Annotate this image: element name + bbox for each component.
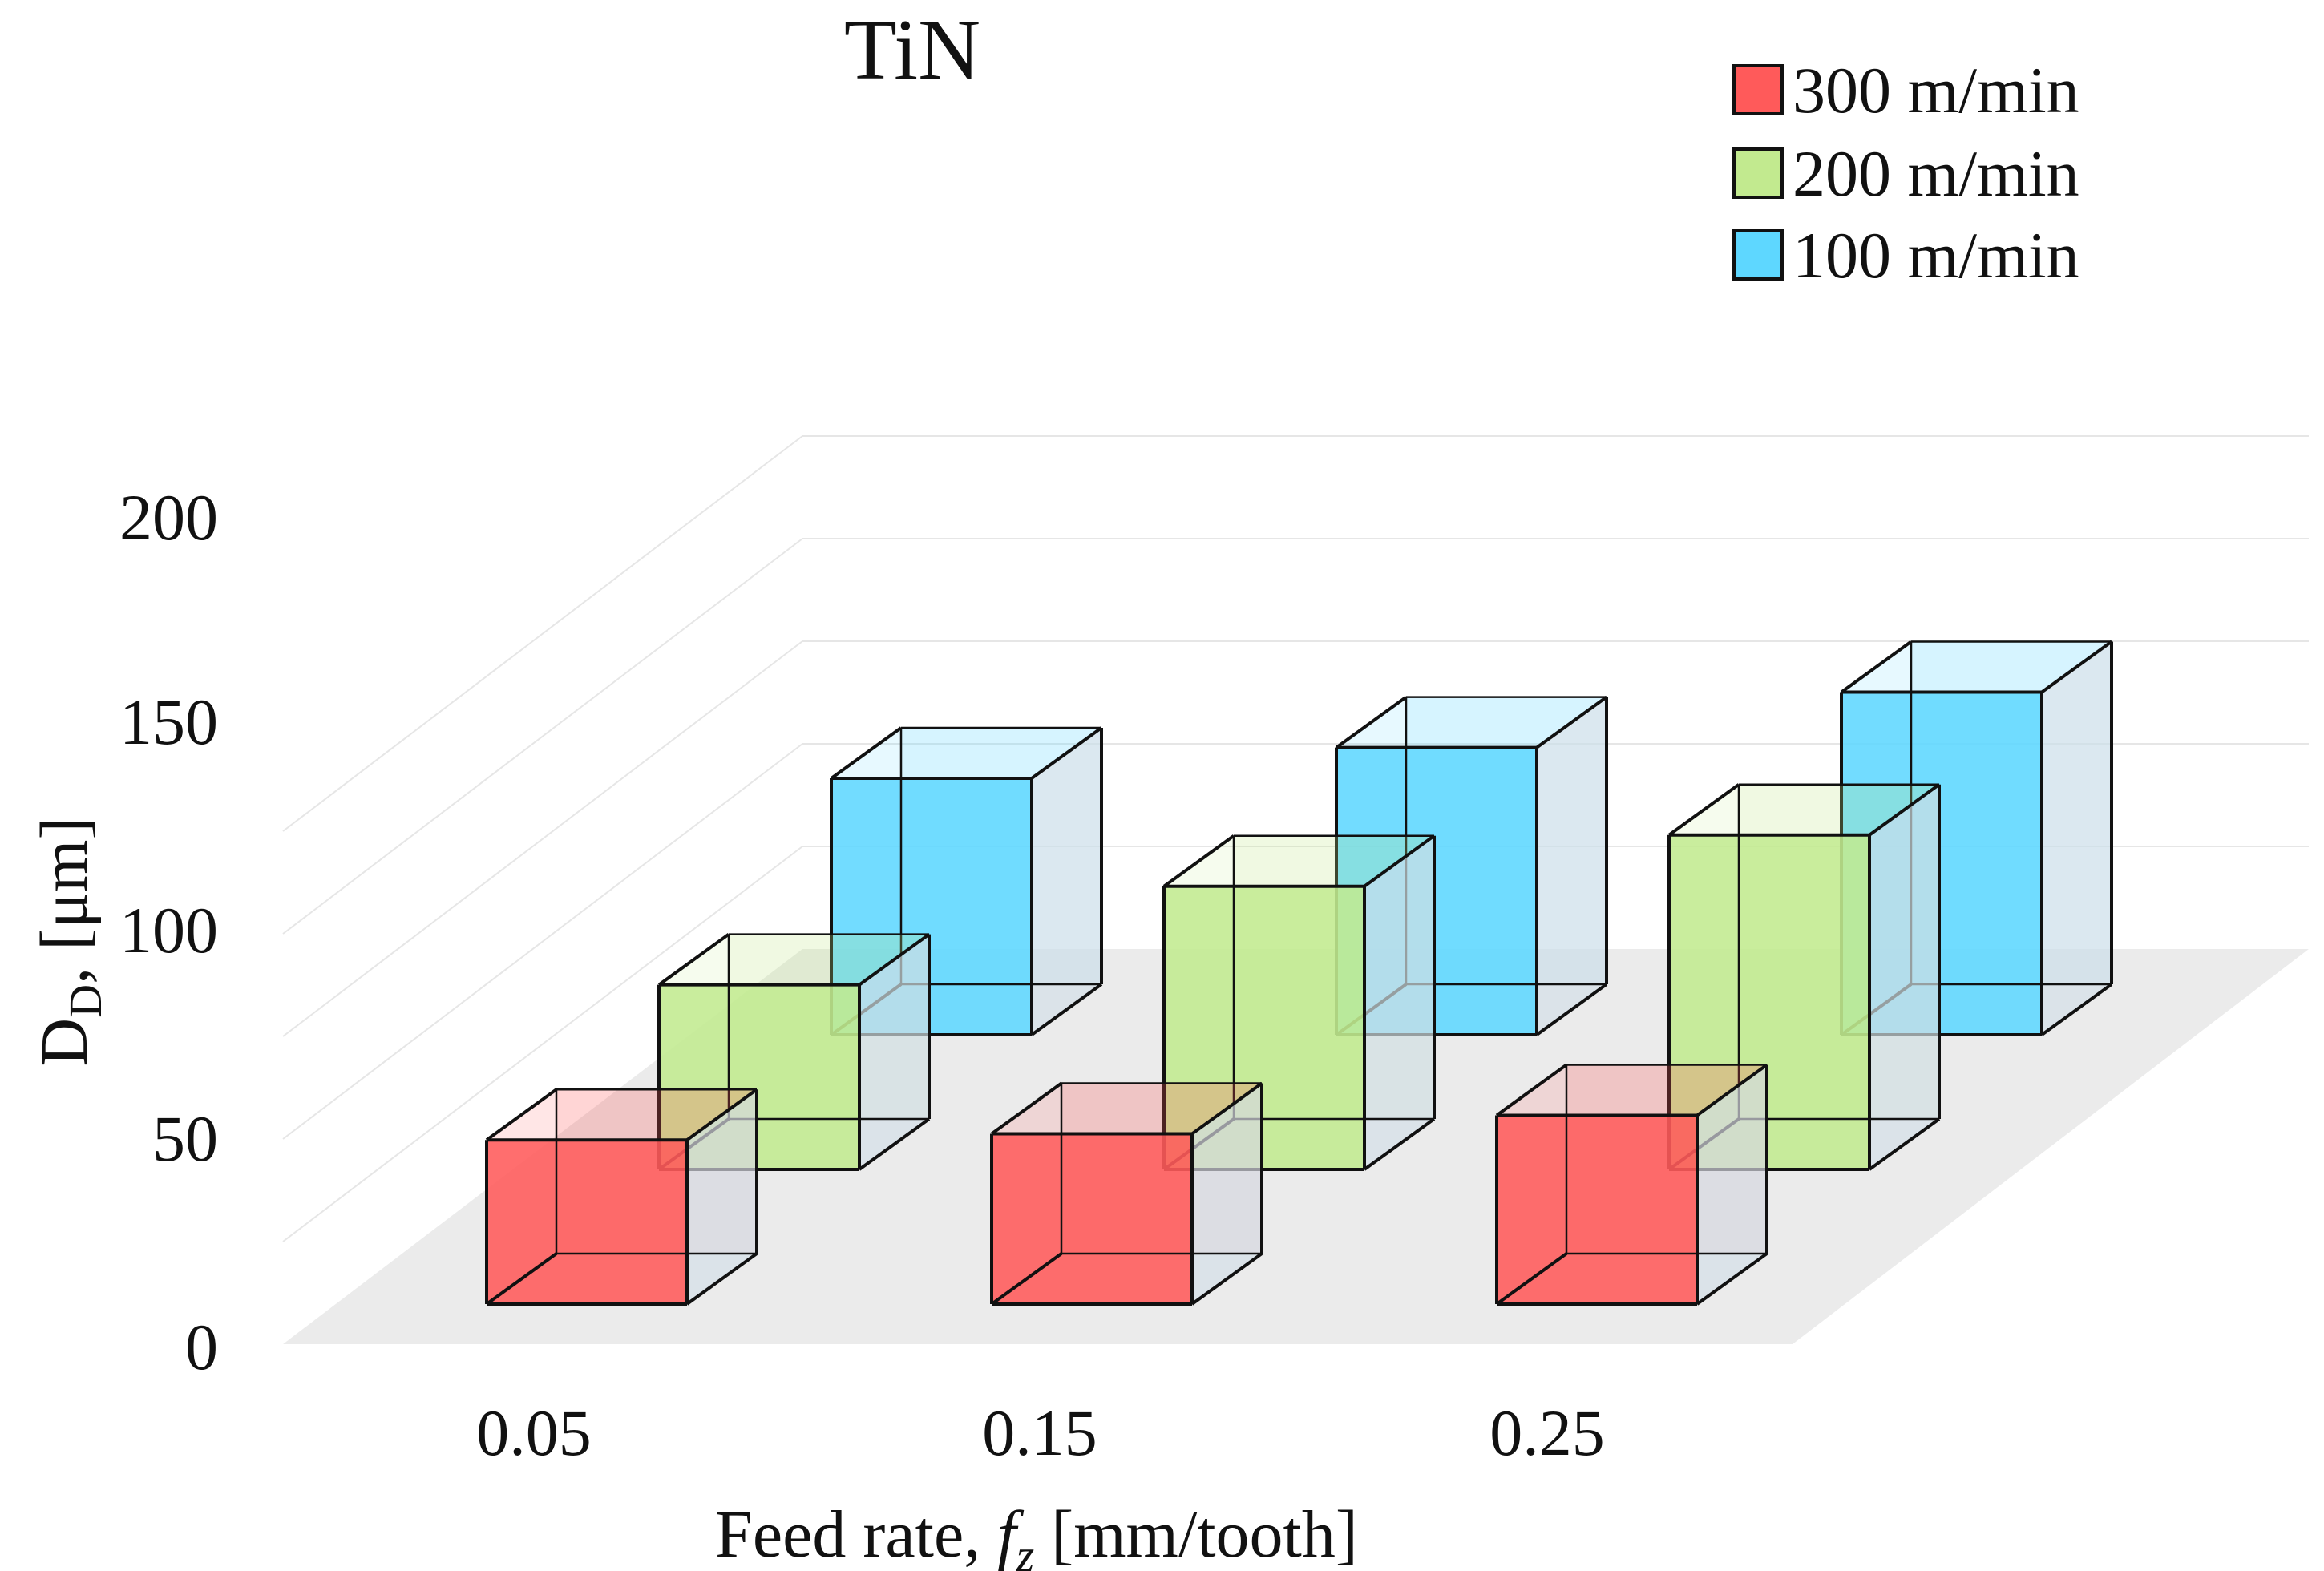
bar-edge [830,726,903,780]
bar-front-face [1164,886,1364,1169]
bar-side-face [1364,835,1434,1169]
bar: 100 m/min @ 0.15: 140 [1335,695,1608,1036]
bar-edge [1363,834,1436,888]
bar: 200 m/min @ 0.25: 163 [1667,783,1941,1171]
bar-edge [1696,1063,1768,1117]
bar-side-face [1697,1064,1767,1304]
bar-edge [1535,983,1608,1036]
bar-edge [2040,640,2113,694]
bar-top-face [487,1089,757,1141]
legend-swatch [1732,147,1784,199]
bar-top-face [659,934,929,985]
y-tick-label: 0 [185,1311,218,1383]
legend-label: 200 m/min [1793,137,2079,210]
bar-edge [858,1117,931,1171]
bar-front-face [1497,1115,1697,1304]
bar-side-face [859,934,929,1169]
bar-side-face [1869,784,1939,1169]
bar-edge [1190,1081,1263,1136]
bar-side-face [1032,728,1101,1035]
bar-edge [657,932,730,987]
legend-label: 100 m/min [1793,219,2079,292]
y-tick-label: 50 [152,1102,218,1175]
bar-edge [1840,640,1913,694]
bar-edge [485,1088,558,1141]
bar-top-face [1669,784,1939,835]
bar-edge [485,1252,558,1306]
bar-side-face [687,1089,757,1304]
y-tick-label: 200 [119,481,218,554]
y-axis-label: DD, [μm] [27,818,111,1067]
y-axis-label-main: D [27,1018,102,1067]
gridline-left [282,538,803,935]
legend-swatch [1732,64,1784,115]
gridline-left [282,435,803,832]
bar-edge [1495,1063,1568,1117]
bar-edge [1868,783,1941,837]
bar-top-face [1164,835,1434,886]
y-tick-label: 100 [119,894,218,967]
bar-side-face [1537,697,1607,1035]
bar-top-face [831,728,1101,778]
x-tick-label: 0.15 [982,1396,1097,1469]
bar-edge [858,932,931,987]
bar-edge [685,1088,758,1141]
bar: 200 m/min @ 0.05: 90 [657,932,931,1171]
bar-edge [1335,695,1408,749]
gridline-left [282,640,803,1037]
bar-edge [1162,834,1235,888]
bar-edge [1030,726,1103,780]
legend-label: 300 m/min [1793,54,2079,127]
gridline-left [282,846,803,1242]
x-axis-label: Feed rate, fz [mm/tooth] [715,1497,1358,1571]
y-tick-label: 150 [119,685,218,758]
bar-edge [1535,695,1608,749]
bar: 300 m/min @ 0.15: 83 [990,1081,1263,1306]
x-axis-ticks: 0.05 0.15 0.25 [476,1396,1605,1469]
legend-swatch [1732,229,1784,281]
bars-layer: 100 m/min @ 0.05: 125100 m/min @ 0.15: 1… [485,640,2113,1306]
y-axis-ticks: 0 50 100 150 200 [119,481,218,1383]
y-axis-label-suffix: , [μm] [27,818,102,984]
x-tick-label: 0.25 [1489,1396,1605,1469]
bar-edge [1363,1117,1436,1171]
bar-front-face [487,1140,687,1304]
bar-edge [2040,983,2113,1036]
bar-top-face [1336,697,1607,748]
bar-edge [1495,1252,1568,1306]
bar-edge [1190,1252,1263,1306]
x-axis-label-prefix: Feed rate, [715,1497,997,1571]
chart-title: TiN [844,2,980,98]
bar-top-face [1497,1064,1767,1116]
bar-side-face [1192,1083,1262,1304]
y-axis-label-sub: D [59,984,111,1018]
bar-edge [1667,783,1740,837]
legend: 300 m/min 200 m/min 100 m/min [1732,54,2079,292]
bar: 200 m/min @ 0.15: 138 [1162,834,1436,1171]
bar-top-face [992,1083,1262,1134]
bar-edge [1696,1252,1768,1306]
bar-top-face [1841,641,2112,693]
bar: 300 m/min @ 0.25: 92 [1495,1063,1768,1306]
x-tick-label: 0.05 [476,1396,592,1469]
bar-edge [1030,983,1103,1036]
bar: 300 m/min @ 0.05: 80 [485,1088,758,1306]
bar-edge [1868,1117,1941,1171]
bar-edge [685,1252,758,1306]
bar-side-face [2042,641,2112,1035]
x-axis-label-sub: z [1016,1529,1035,1571]
bar-edge [990,1252,1063,1306]
x-axis-label-suffix: [mm/tooth] [1034,1497,1358,1571]
gridline-left [282,743,803,1140]
bar-edge [990,1081,1063,1136]
bar-front-face [992,1133,1192,1304]
